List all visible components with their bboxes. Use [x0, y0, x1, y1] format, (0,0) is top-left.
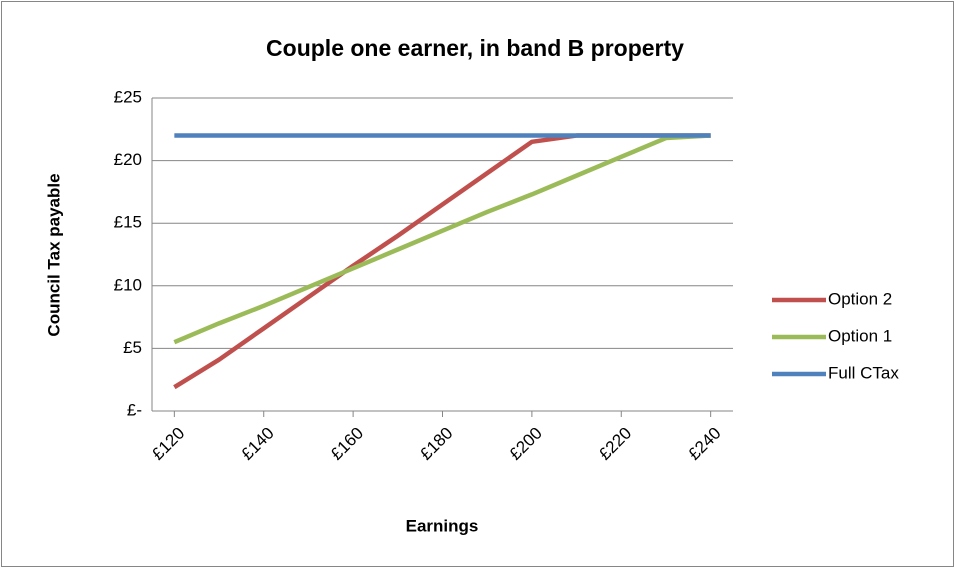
y-tick-label: £- — [127, 400, 142, 419]
y-axis-label: Council Tax payable — [44, 173, 63, 336]
chart-title: Couple one earner, in band B property — [266, 35, 684, 61]
y-tick-label: £15 — [114, 213, 142, 232]
y-tick-label: £25 — [114, 87, 142, 106]
legend-label: Option 2 — [828, 289, 892, 308]
y-tick-label: £20 — [114, 150, 142, 169]
series-line — [173, 133, 711, 345]
y-tick-label: £10 — [114, 275, 142, 294]
x-axis-label: Earnings — [406, 516, 479, 535]
y-tick-label: £5 — [123, 338, 142, 357]
legend-label: Full CTax — [828, 363, 899, 382]
legend-label: Option 1 — [828, 326, 892, 345]
